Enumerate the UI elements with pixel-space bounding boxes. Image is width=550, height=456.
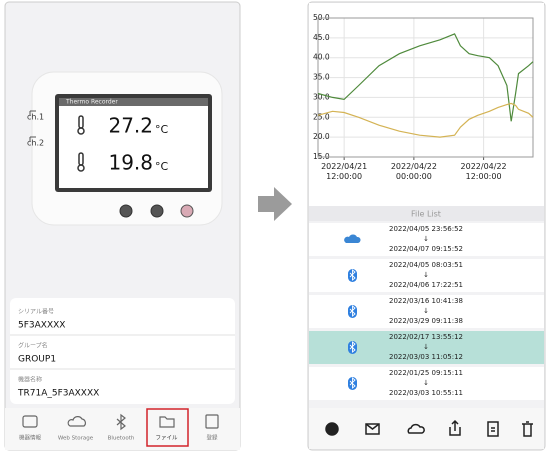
- plot-frame: [317, 17, 534, 158]
- file-arrow: ↓: [423, 379, 429, 387]
- temperature-unit: °C: [155, 160, 169, 173]
- toolbar-icons: [325, 419, 533, 437]
- chart: 15.020.025.030.035.040.045.050.0: [313, 13, 534, 161]
- temperature-unit: °C: [155, 123, 169, 136]
- file-end: 2022/04/06 17:22:51: [389, 281, 463, 289]
- temperature: 19.8: [108, 151, 153, 175]
- device-name: Thermo Recorder: [65, 99, 118, 106]
- list-title: File List: [411, 210, 441, 219]
- bluetooth-glyph: [349, 269, 356, 281]
- device-screen: [59, 106, 208, 188]
- channel-label: ch.2: [27, 139, 44, 148]
- file-start: 2022/04/05 23:56:52: [389, 225, 463, 233]
- x-tick-label: 2022/04/21 12:00:00: [321, 162, 368, 181]
- y-tick-label: 20.0: [313, 132, 330, 141]
- x-tick-label: 2022/04/22 00:00:00: [390, 162, 437, 181]
- tab-label: Web Storage: [58, 436, 94, 442]
- file-start: 2022/03/16 10:41:38: [389, 297, 463, 305]
- device-button: [150, 204, 164, 218]
- x-tick-label: 2022/04/22 12:00:00: [460, 162, 507, 181]
- temperature: 27.2: [108, 114, 153, 138]
- device-button: [180, 204, 194, 218]
- tab-highlight: [146, 408, 189, 447]
- info-label: 機器名称: [18, 376, 42, 384]
- file-end: 2022/03/03 10:55:11: [389, 389, 463, 397]
- list-header: [309, 206, 544, 221]
- file-start: 2022/01/25 09:15:11: [389, 369, 463, 377]
- series-line: [317, 33, 534, 122]
- bluetooth-glyph: [349, 377, 356, 389]
- tab-label: 機器情報: [19, 434, 42, 442]
- info-value: 5F3AXXXX: [18, 321, 65, 331]
- tab-label: 登録: [206, 434, 218, 442]
- info-value: GROUP1: [18, 355, 56, 365]
- screen-header: [59, 98, 208, 106]
- file-end: 2022/04/07 09:15:52: [389, 245, 463, 253]
- file-start: 2022/04/05 08:03:51: [389, 261, 463, 269]
- chart-area: [309, 3, 544, 206]
- y-tick-label: 40.0: [313, 53, 330, 62]
- y-tick-label: 35.0: [313, 73, 330, 82]
- channel-brackets: [29, 110, 36, 141]
- toolbar: [309, 408, 544, 449]
- y-tick-label: 45.0: [313, 33, 330, 42]
- info-label: シリアル番号: [18, 309, 54, 316]
- file-start: 2022/02/17 13:55:12: [389, 333, 463, 341]
- thermometer-icons: [77, 115, 85, 172]
- file-end: 2022/03/29 09:11:38: [389, 317, 463, 325]
- file-arrow: ↓: [423, 235, 429, 243]
- transition-arrow: [258, 187, 292, 221]
- info-label: グループ名: [18, 342, 48, 350]
- file-arrow: ↓: [423, 343, 429, 351]
- info-card: [10, 298, 235, 404]
- tab-bar: [5, 408, 240, 450]
- y-tick-label: 30.0: [313, 92, 330, 101]
- cloud-icon: [344, 234, 361, 243]
- channel-label: ch.1: [27, 113, 44, 122]
- y-tick-label: 25.0: [313, 112, 330, 121]
- series-line: [317, 102, 534, 138]
- tab-icons: [22, 413, 219, 431]
- tab-label: Bluetooth: [108, 436, 135, 442]
- bluetooth-glyph: [349, 305, 356, 317]
- bluetooth-glyph: [349, 341, 356, 353]
- file-arrow: ↓: [423, 271, 429, 279]
- info-value: TR71A_5F3AXXXX: [17, 389, 99, 399]
- device-button: [119, 204, 133, 218]
- tab-label: ファイル: [155, 435, 178, 442]
- file-arrow: ↓: [423, 307, 429, 315]
- file-end: 2022/03/03 11:05:12: [389, 353, 463, 361]
